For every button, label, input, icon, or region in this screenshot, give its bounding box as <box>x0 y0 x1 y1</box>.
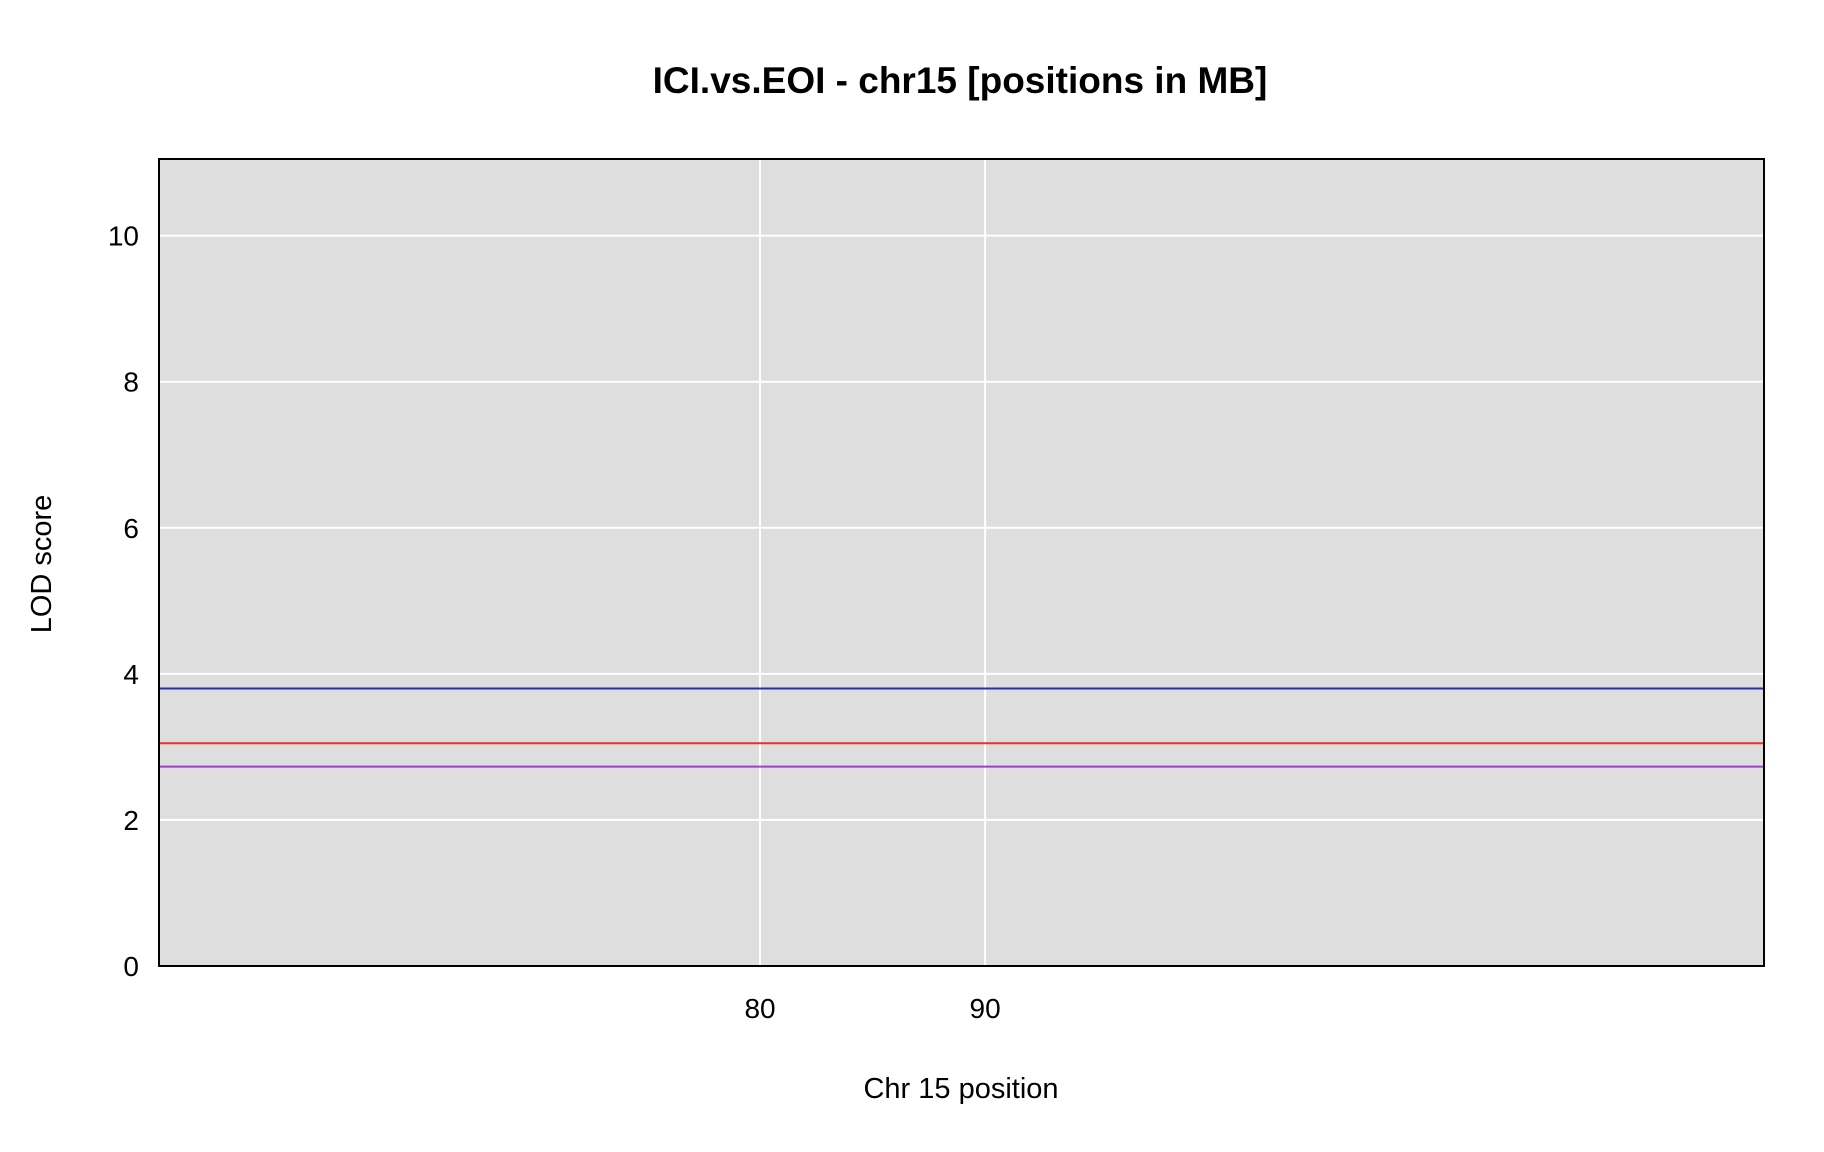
y-tick-label-4: 4 <box>123 659 139 690</box>
y-tick-label-8: 8 <box>123 367 139 398</box>
chart-title: ICI.vs.EOI - chr15 [positions in MB] <box>653 60 1268 101</box>
y-tick-label-6: 6 <box>123 513 139 544</box>
y-axis-label: LOD score <box>26 495 58 634</box>
vertical-gridlines <box>759 159 987 966</box>
plot-area <box>159 159 1764 966</box>
x-tick-label-90: 90 <box>970 993 1001 1024</box>
y-tick-label-2: 2 <box>123 805 139 836</box>
y-tick-label-0: 0 <box>123 951 139 982</box>
threshold-lines <box>159 687 1764 768</box>
plot-frame <box>158 158 1765 967</box>
x-tick-label-80: 80 <box>744 993 775 1024</box>
x-tick-labels: 80 90 <box>744 993 1000 1024</box>
x-axis-label: Chr 15 position <box>863 1073 1058 1105</box>
y-tick-label-10: 10 <box>108 221 139 252</box>
y-tick-labels: 0 2 4 6 8 10 <box>108 221 139 982</box>
